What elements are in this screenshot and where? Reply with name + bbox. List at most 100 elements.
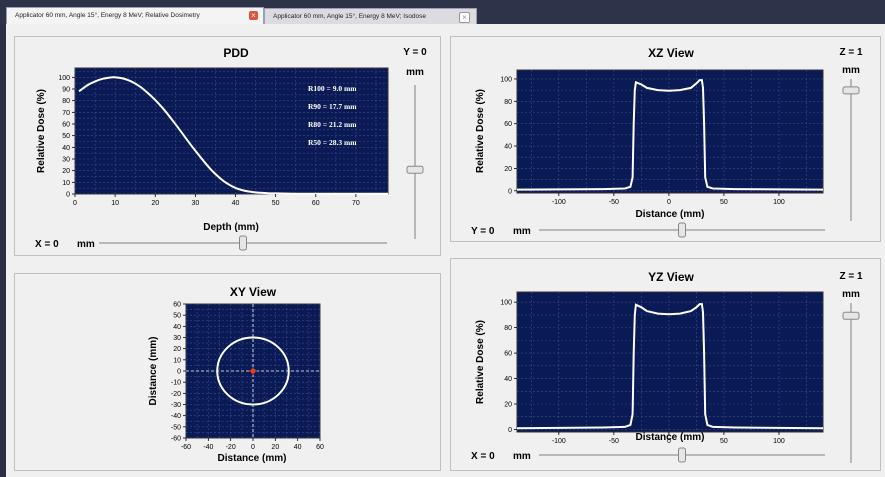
- pdd-yticks: 0 10 20 30 40 50 60 70 80 90 100: [58, 75, 75, 199]
- x-tick-label: 20: [271, 444, 279, 451]
- pdd-r80-label: R80 = 21.2 mm: [308, 120, 357, 129]
- x-tick-label: 20: [151, 200, 159, 207]
- xz-grid: [517, 70, 823, 193]
- y-tick-label: 10: [62, 180, 70, 187]
- y-tick-label: 80: [62, 98, 70, 105]
- xy-dose-contour: [216, 336, 290, 406]
- yz-title: YZ View: [648, 270, 694, 284]
- xz-xticks: -100 -50 0 50 100: [552, 193, 785, 206]
- pdd-x-slider-thumb[interactable]: [239, 235, 247, 251]
- xz-yticks: 0 20 40 60 80 100: [500, 76, 517, 195]
- yz-x-slider-thumb[interactable]: [678, 447, 686, 463]
- y-tick-label: 70: [62, 110, 70, 117]
- y-tick-label: -40: [171, 413, 181, 420]
- y-tick-label: 20: [62, 168, 70, 175]
- x-tick-label: 100: [773, 199, 785, 206]
- pdd-x-slider-unit: mm: [77, 239, 95, 250]
- xy-title: XY View: [230, 285, 277, 299]
- y-tick-label: 50: [173, 313, 181, 320]
- yz-x-slider-label: X = 0: [471, 451, 495, 462]
- x-tick-label: -40: [203, 444, 213, 451]
- tab-relative-dosimetry[interactable]: Applicator 60 mm, Angle 15°, Energy 8 Me…: [6, 7, 264, 24]
- xz-title: XZ View: [648, 46, 694, 60]
- xz-ylabel: Relative Dose (%): [475, 89, 486, 173]
- y-tick-label: 60: [173, 302, 181, 309]
- y-tick-label: 0: [508, 427, 512, 434]
- yz-svg: YZ View -100 -50 0 50 100 0 20 40 60 80 100 Dista…: [471, 270, 863, 463]
- xz-y-slider-thumb[interactable]: [678, 222, 686, 238]
- y-tick-label: -50: [171, 424, 181, 431]
- pdd-grid: [74, 68, 388, 195]
- pdd-r50-label: R50 = 28.3 mm: [308, 138, 357, 147]
- x-tick-label: 50: [720, 199, 728, 206]
- pdd-x-slider-label: X = 0: [35, 239, 59, 250]
- yz-z-slider-thumb[interactable]: [842, 311, 860, 320]
- yz-xticks: -100 -50 0 50 100: [552, 432, 785, 445]
- tab-close-icon[interactable]: ×: [459, 12, 470, 23]
- y-tick-label: 30: [62, 157, 70, 164]
- pdd-y-slider-unit: mm: [406, 67, 424, 78]
- xz-z-slider-thumb[interactable]: [842, 86, 860, 95]
- xy-yticks: -60 -50 -40 -30 -20 -10 0 10 20 30 40 50 60: [171, 302, 186, 443]
- x-tick-label: 0: [251, 444, 255, 451]
- yz-xlabel: Distance (mm): [636, 432, 705, 443]
- xz-y-slider-unit: mm: [513, 226, 531, 237]
- x-tick-label: 0: [73, 200, 77, 207]
- xy-center-marker: [249, 367, 257, 375]
- y-tick-label: 100: [500, 76, 512, 83]
- y-tick-label: 30: [173, 335, 181, 342]
- yz-z-slider-unit: mm: [842, 289, 860, 300]
- y-tick-label: 0: [177, 369, 181, 376]
- xz-panel: XZ View -100 -50 0 50 100 0 20 40 60 80 100 Dista…: [450, 36, 881, 242]
- xy-panel: XY View -60 -40 -20 0 20 40 60 -60 -50 -40 -30 -20…: [14, 273, 441, 471]
- yz-z-slider-label: Z = 1: [839, 271, 863, 282]
- pdd-y-slider-thumb[interactable]: [406, 165, 424, 174]
- xy-ylabel: Distance (mm): [148, 337, 159, 406]
- x-tick-label: -100: [552, 438, 566, 445]
- y-tick-label: 80: [504, 325, 512, 332]
- y-tick-label: -60: [171, 436, 181, 443]
- yz-x-slider-unit: mm: [513, 451, 531, 462]
- x-tick-label: 60: [316, 444, 324, 451]
- x-tick-label: 50: [272, 200, 280, 207]
- y-tick-label: 60: [504, 351, 512, 358]
- x-tick-label: -50: [609, 199, 619, 206]
- x-tick-label: 0: [667, 438, 671, 445]
- xy-xlabel: Distance (mm): [218, 453, 287, 464]
- y-tick-label: -30: [171, 402, 181, 409]
- x-tick-label: 0: [667, 199, 671, 206]
- y-tick-label: 100: [58, 75, 70, 82]
- y-tick-label: 20: [173, 346, 181, 353]
- pdd-curve: [78, 76, 388, 195]
- pdd-r90-label: R90 = 17.7 mm: [308, 102, 357, 111]
- dosimetry-content: PDD 0 10 20 30 40 50 60 70 0 10 20 30 40 50 60 70 80 90 1…: [6, 24, 885, 477]
- y-tick-label: 20: [504, 402, 512, 409]
- pdd-xticks: 0 10 20 30 40 50 60 70: [73, 194, 360, 207]
- x-tick-label: 40: [294, 444, 302, 451]
- y-tick-label: 40: [504, 376, 512, 383]
- xz-plot-area: [516, 69, 824, 194]
- yz-ylabel: Relative Dose (%): [475, 320, 486, 404]
- x-tick-label: 100: [773, 438, 785, 445]
- x-tick-label: 30: [191, 200, 199, 207]
- tab-isodose[interactable]: Applicator 60 mm, Angle 15°, Energy 8 Me…: [264, 8, 477, 24]
- pdd-panel: PDD 0 10 20 30 40 50 60 70 0 10 20 30 40 50 60 70 80 90 1…: [14, 36, 441, 256]
- xy-svg: XY View -60 -40 -20 0 20 40 60 -60 -50 -40 -30 -20…: [148, 285, 324, 464]
- y-tick-label: 60: [504, 121, 512, 128]
- pdd-r100-label: R100 = 9.0 mm: [308, 84, 357, 93]
- x-tick-label: 10: [111, 200, 119, 207]
- y-tick-label: -10: [171, 380, 181, 387]
- xz-z-slider-label: Z = 1: [839, 47, 863, 58]
- xy-xticks: -60 -40 -20 0 20 40 60: [181, 438, 324, 451]
- xz-z-slider-unit: mm: [842, 65, 860, 76]
- tab-close-icon[interactable]: ×: [249, 11, 258, 20]
- yz-panel: YZ View -100 -50 0 50 100 0 20 40 60 80 100 Dista…: [450, 258, 881, 471]
- pdd-svg: PDD 0 10 20 30 40 50 60 70 0 10 20 30 40 50 60 70 80 90 1…: [35, 46, 427, 251]
- pdd-xlabel: Depth (mm): [203, 222, 259, 233]
- yz-yticks: 0 20 40 60 80 100: [500, 300, 517, 434]
- y-tick-label: 80: [504, 99, 512, 106]
- y-tick-label: -20: [171, 391, 181, 398]
- y-tick-label: 40: [173, 324, 181, 331]
- yz-plot-area: [516, 291, 824, 433]
- x-tick-label: 70: [352, 200, 360, 207]
